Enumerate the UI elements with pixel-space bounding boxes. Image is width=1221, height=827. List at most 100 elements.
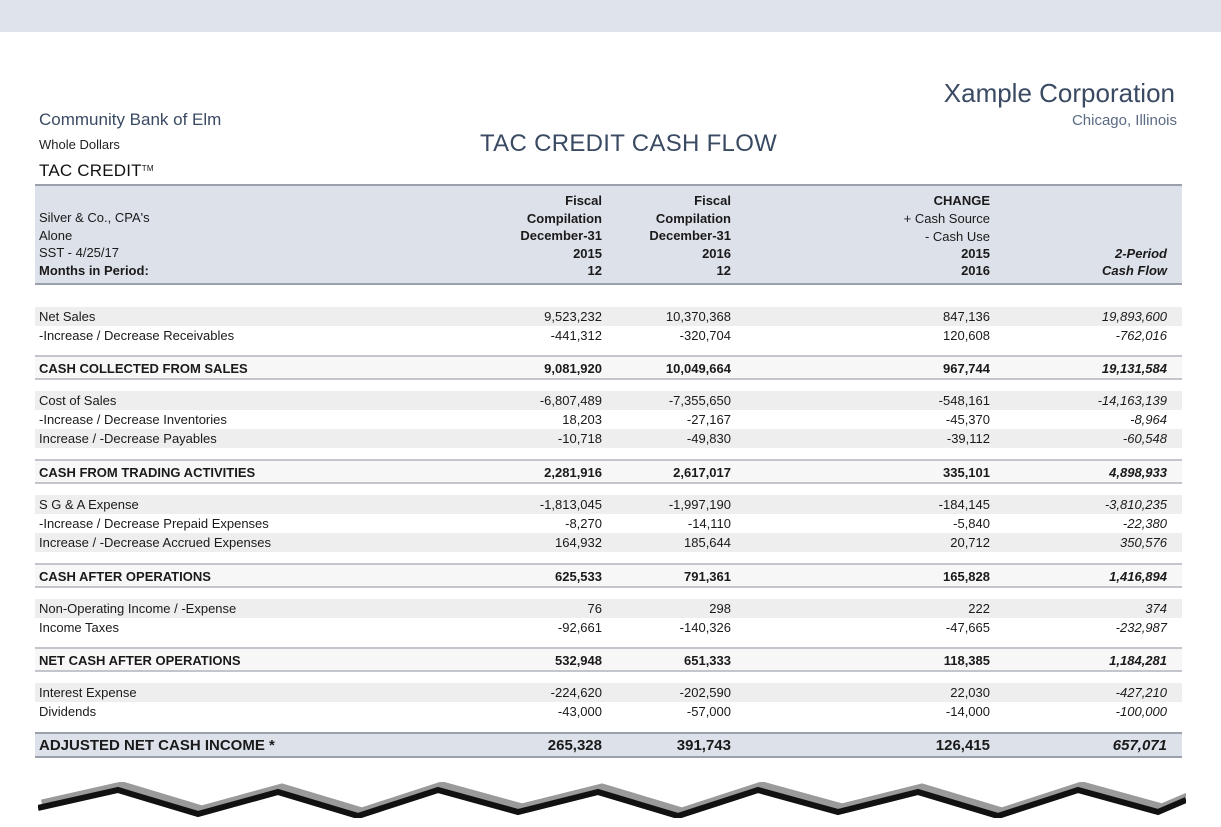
value-2-period: -762,016 [1115, 328, 1167, 343]
table-header: Silver & Co., CPA's Alone SST - 4/25/17 … [35, 184, 1182, 285]
value-2-period: 19,131,584 [1101, 361, 1167, 376]
statement-basis: Alone [39, 228, 73, 243]
table-row: Cost of Sales -6,807,489 -7,355,650 -548… [35, 391, 1182, 410]
table-row: Dividends -43,000 -57,000 -14,000 -100,0… [35, 702, 1182, 721]
value-2015: -6,807,489 [539, 393, 602, 408]
value-2016: 185,644 [684, 535, 731, 550]
table-row: Non-Operating Income / -Expense 76 298 2… [35, 599, 1182, 618]
col1-header-line: December-31 [520, 228, 602, 243]
value-change: 126,415 [935, 737, 990, 754]
col3-header-line: + Cash Source [903, 211, 990, 226]
row-label: -Increase / Decrease Receivables [39, 328, 235, 343]
value-change: -184,145 [938, 497, 990, 512]
table-row: Income Taxes -92,661 -140,326 -47,665 -2… [35, 618, 1182, 637]
value-2-period: -232,987 [1115, 620, 1167, 635]
value-2015: -224,620 [550, 685, 602, 700]
trademark-mark: TM [141, 164, 154, 173]
value-2-period: -3,810,235 [1104, 497, 1167, 512]
value-2016: 391,743 [676, 737, 731, 754]
statement-date: SST - 4/25/17 [39, 245, 119, 260]
value-2016: -7,355,650 [668, 393, 731, 408]
value-2016: 10,370,368 [665, 309, 731, 324]
col4-header-line: Cash Flow [1101, 263, 1167, 278]
col1-header-line: Fiscal [565, 193, 602, 208]
grand-total-row: ADJUSTED NET CASH INCOME * 265,328 391,7… [35, 732, 1182, 758]
value-2015: -1,813,045 [539, 497, 602, 512]
row-label: -Increase / Decrease Inventories [39, 412, 227, 427]
subtotal-label: CASH AFTER OPERATIONS [39, 569, 211, 584]
value-2015: -8,270 [565, 516, 602, 531]
value-change: -5,840 [953, 516, 990, 531]
value-2-period: -8,964 [1130, 412, 1167, 427]
value-change: 222 [968, 601, 990, 616]
value-change: 165,828 [943, 569, 990, 584]
subtotal-row: CASH AFTER OPERATIONS 625,533 791,361 16… [35, 563, 1182, 588]
value-2016: -14,110 [687, 516, 731, 531]
months-label: Months in Period: [39, 263, 149, 278]
value-2016: 651,333 [684, 653, 731, 668]
table-row: Net Sales 9,523,232 10,370,368 847,136 1… [35, 307, 1182, 326]
col2-header-line: December-31 [649, 228, 731, 243]
company-location: Chicago, Illinois [1071, 112, 1177, 129]
row-label: Cost of Sales [39, 393, 117, 408]
value-2015: -441,312 [550, 328, 602, 343]
subtotal-row: NET CASH AFTER OPERATIONS 532,948 651,33… [35, 647, 1182, 672]
col3-header-line: CHANGE [933, 193, 990, 208]
value-change: 335,101 [943, 465, 990, 480]
row-label: Income Taxes [39, 620, 119, 635]
report-title: TAC CREDIT CASH FLOW [480, 130, 778, 157]
value-change: 118,385 [943, 653, 990, 668]
row-label: S G & A Expense [39, 497, 139, 512]
value-2016: -202,590 [679, 685, 731, 700]
row-label: -Increase / Decrease Prepaid Expenses [39, 516, 269, 531]
value-2016: -57,000 [686, 704, 731, 719]
col2-header-line: 2016 [702, 246, 731, 261]
value-2016: 10,049,664 [665, 361, 731, 376]
value-2-period: 350,576 [1120, 535, 1167, 550]
col4-header-line: 2-Period [1114, 246, 1167, 261]
col3-header-line: 2015 [961, 246, 990, 261]
value-2015: 625,533 [555, 569, 602, 584]
value-2-period: 19,893,600 [1101, 309, 1167, 324]
value-2-period: -60,548 [1122, 431, 1167, 446]
subtotal-row: CASH FROM TRADING ACTIVITIES 2,281,916 2… [35, 459, 1182, 484]
value-2015: 9,081,920 [544, 361, 602, 376]
torn-edge-decoration [38, 782, 1186, 818]
units-label: Whole Dollars [39, 137, 120, 152]
value-2016: -49,830 [686, 431, 731, 446]
value-2015: 18,203 [562, 412, 602, 427]
table-row: Interest Expense -224,620 -202,590 22,03… [35, 683, 1182, 702]
value-2015: 9,523,232 [544, 309, 602, 324]
bank-name: Community Bank of Elm [39, 110, 222, 129]
value-2015: -43,000 [557, 704, 602, 719]
value-change: 967,744 [943, 361, 990, 376]
value-2015: -92,661 [557, 620, 602, 635]
company-name: Xample Corporation [943, 78, 1175, 108]
col3-header-line: - Cash Use [924, 229, 990, 244]
value-2-period: 1,184,281 [1109, 653, 1167, 668]
col1-header-line: 2015 [573, 246, 602, 261]
top-bar [0, 0, 1221, 32]
value-change: 120,608 [943, 328, 990, 343]
row-label: Interest Expense [39, 685, 137, 700]
row-label: Net Sales [39, 309, 96, 324]
row-label: Increase / -Decrease Accrued Expenses [39, 535, 271, 550]
value-2-period: -427,210 [1115, 685, 1167, 700]
value-2016: -1,997,190 [668, 497, 731, 512]
col2-header-line: 12 [716, 263, 731, 278]
value-2-period: 4,898,933 [1109, 465, 1167, 480]
value-2-period: 1,416,894 [1109, 569, 1167, 584]
value-change: 20,712 [950, 535, 990, 550]
value-2015: 532,948 [555, 653, 602, 668]
value-2016: -27,167 [686, 412, 731, 427]
value-2-period: 657,071 [1112, 737, 1167, 754]
product-label: TAC CREDIT [39, 161, 142, 180]
table-row: S G & A Expense -1,813,045 -1,997,190 -1… [35, 495, 1182, 514]
row-label: Dividends [39, 704, 97, 719]
value-2-period: -100,000 [1115, 704, 1167, 719]
value-change: -39,112 [946, 431, 990, 446]
subtotal-label: NET CASH AFTER OPERATIONS [39, 653, 241, 668]
value-2015: 265,328 [547, 737, 602, 754]
col1-header-line: 12 [587, 263, 602, 278]
table-row: Increase / -Decrease Accrued Expenses 16… [35, 533, 1182, 552]
